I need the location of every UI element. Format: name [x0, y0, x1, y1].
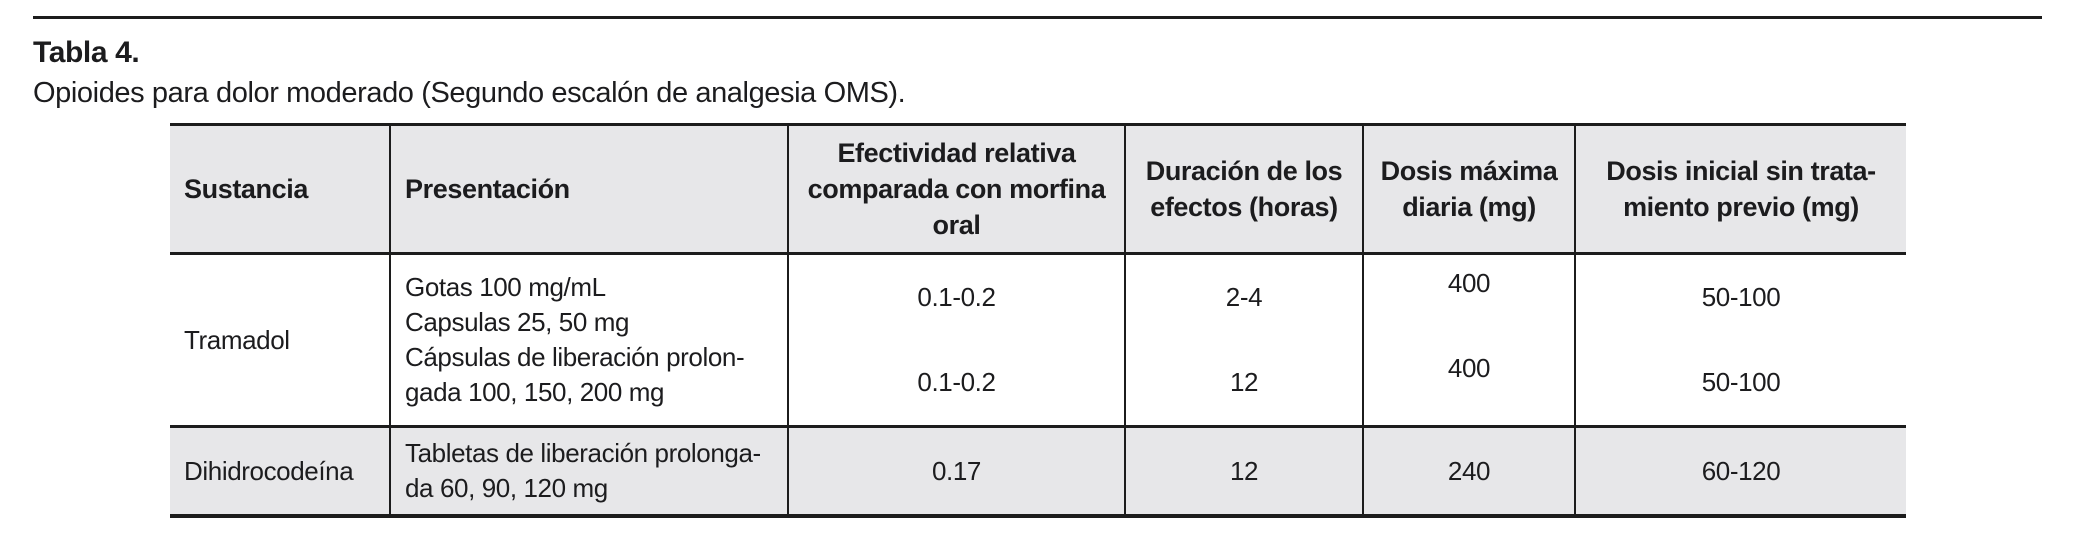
cell-dihidrocodeina-sustancia: Dihidrocodeína: [170, 425, 391, 518]
value: 12: [1229, 367, 1259, 397]
header-line: miento previo (mg): [1623, 192, 1859, 222]
presentacion-line: Tabletas de liberación prolonga-: [405, 438, 761, 468]
opioids-table-wrapper: Sustancia Presentación Efectividad relat…: [170, 123, 1906, 518]
value: 0.1-0.2: [917, 367, 996, 397]
header-line: Efectividad relativa: [837, 138, 1076, 168]
cell-tramadol-sustancia: Tramadol: [170, 253, 391, 427]
presentacion-line: gada 100, 150, 200 mg: [405, 377, 665, 407]
row-tramadol: Tramadol Gotas 100 mg/mL Capsulas 25, 50…: [170, 253, 1906, 427]
opioids-table: Sustancia Presentación Efectividad relat…: [170, 123, 1906, 518]
cell-tramadol-duracion: 2-4 12: [1124, 253, 1364, 427]
col-header-duracion: Duración de los efectos (horas): [1124, 123, 1364, 255]
value: 2-4: [1225, 282, 1263, 312]
header-line: Dosis máxima: [1380, 156, 1558, 186]
presentacion-line: Capsulas 25, 50 mg: [405, 307, 630, 337]
cell-tramadol-dosis-maxima: 400 400: [1362, 253, 1576, 427]
cell-dihidrocodeina-duracion: 12: [1124, 425, 1364, 518]
top-rule: [33, 16, 2042, 19]
value: 50-100: [1701, 282, 1781, 312]
header-line: oral: [932, 210, 981, 240]
presentacion-line: Gotas 100 mg/mL: [405, 272, 606, 302]
col-header-presentacion: Presentación: [389, 123, 789, 255]
col-header-efectividad: Efectividad relativa comparada con morfi…: [787, 123, 1126, 255]
value: 50-100: [1701, 367, 1781, 397]
value: 0.1-0.2: [917, 282, 996, 312]
value: 400: [1447, 268, 1491, 298]
cell-dihidrocodeina-efectividad: 0.17: [787, 425, 1126, 518]
cell-dihidrocodeina-dosis-maxima: 240: [1362, 425, 1576, 518]
header-row: Sustancia Presentación Efectividad relat…: [170, 123, 1906, 255]
col-header-dosis-inicial: Dosis inicial sin trata- miento previo (…: [1574, 123, 1906, 255]
header-line: Dosis inicial sin trata-: [1606, 156, 1876, 186]
header-line: comparada con morfina: [807, 174, 1106, 204]
row-dihidrocodeina: Dihidrocodeína Tabletas de liberación pr…: [170, 425, 1906, 518]
table-number-title: Tabla 4.: [33, 36, 140, 69]
cell-tramadol-presentacion: Gotas 100 mg/mL Capsulas 25, 50 mg Cápsu…: [389, 253, 789, 427]
cell-tramadol-efectividad: 0.1-0.2 0.1-0.2: [787, 253, 1126, 427]
col-header-dosis-maxima: Dosis máxima diaria (mg): [1362, 123, 1576, 255]
cell-tramadol-dosis-inicial: 50-100 50-100: [1574, 253, 1906, 427]
cell-dihidrocodeina-dosis-inicial: 60-120: [1574, 425, 1906, 518]
header-line: diaria (mg): [1402, 192, 1536, 222]
table-caption: Opioides para dolor moderado (Segundo es…: [33, 77, 906, 109]
col-header-sustancia: Sustancia: [170, 123, 391, 255]
value: 400: [1447, 353, 1491, 383]
header-line: efectos (horas): [1150, 192, 1338, 222]
header-line: Duración de los: [1145, 156, 1343, 186]
presentacion-line: da 60, 90, 120 mg: [405, 473, 608, 503]
presentacion-line: Cápsulas de liberación prolon-: [405, 342, 745, 372]
cell-dihidrocodeina-presentacion: Tabletas de liberación prolonga- da 60, …: [389, 425, 789, 518]
